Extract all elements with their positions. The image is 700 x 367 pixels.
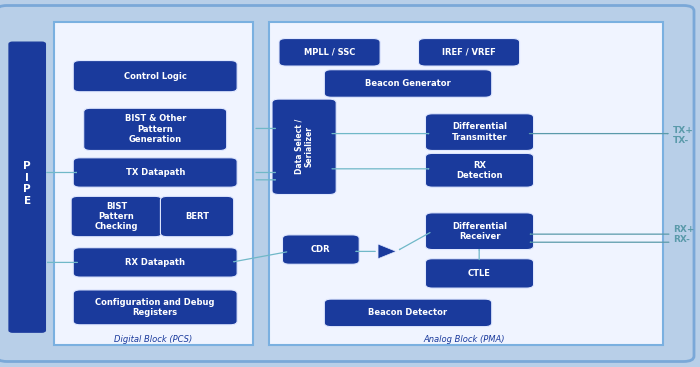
Text: TX Datapath: TX Datapath xyxy=(125,168,185,177)
Text: Differential
Receiver: Differential Receiver xyxy=(452,222,507,241)
Text: Digital Block (PCS): Digital Block (PCS) xyxy=(114,335,192,344)
Text: TX-: TX- xyxy=(673,136,690,145)
FancyBboxPatch shape xyxy=(324,299,491,327)
Text: RX Datapath: RX Datapath xyxy=(125,258,186,267)
Text: BIST & Other
Pattern
Generation: BIST & Other Pattern Generation xyxy=(125,115,186,144)
FancyBboxPatch shape xyxy=(426,153,533,187)
FancyBboxPatch shape xyxy=(74,290,237,325)
Text: Beacon Detector: Beacon Detector xyxy=(368,308,447,317)
Text: BERT: BERT xyxy=(185,212,209,221)
Text: Beacon Generator: Beacon Generator xyxy=(365,79,451,88)
Text: RX-: RX- xyxy=(673,235,690,244)
FancyBboxPatch shape xyxy=(426,114,533,150)
FancyBboxPatch shape xyxy=(269,22,663,345)
Text: RX+: RX+ xyxy=(673,225,694,234)
Text: CTLE: CTLE xyxy=(468,269,491,278)
FancyBboxPatch shape xyxy=(272,99,336,195)
Text: BIST
Pattern
Checking: BIST Pattern Checking xyxy=(94,201,138,232)
Text: IREF / VREF: IREF / VREF xyxy=(442,48,496,57)
FancyBboxPatch shape xyxy=(84,108,227,150)
Text: Differential
Transmitter: Differential Transmitter xyxy=(452,123,508,142)
FancyBboxPatch shape xyxy=(74,158,237,187)
FancyBboxPatch shape xyxy=(0,6,694,361)
Text: TX+: TX+ xyxy=(673,126,694,135)
Text: RX
Detection: RX Detection xyxy=(456,161,503,180)
FancyBboxPatch shape xyxy=(71,196,162,237)
FancyBboxPatch shape xyxy=(9,42,46,332)
FancyBboxPatch shape xyxy=(426,213,533,250)
FancyBboxPatch shape xyxy=(324,70,491,97)
Text: MPLL / SSC: MPLL / SSC xyxy=(304,48,356,57)
Text: Configuration and Debug
Registers: Configuration and Debug Registers xyxy=(95,298,215,317)
Text: Control Logic: Control Logic xyxy=(124,72,187,81)
FancyBboxPatch shape xyxy=(426,259,533,288)
FancyBboxPatch shape xyxy=(283,235,359,264)
FancyBboxPatch shape xyxy=(55,22,253,345)
Text: Analog Block (PMA): Analog Block (PMA) xyxy=(423,335,505,344)
Text: P
I
P
E: P I P E xyxy=(23,161,31,206)
Text: Data Select /
Serializer: Data Select / Serializer xyxy=(295,119,314,174)
FancyBboxPatch shape xyxy=(74,248,237,277)
Text: CDR: CDR xyxy=(311,245,330,254)
Polygon shape xyxy=(378,244,396,259)
FancyBboxPatch shape xyxy=(160,196,234,237)
FancyBboxPatch shape xyxy=(279,39,380,66)
FancyBboxPatch shape xyxy=(74,61,237,92)
FancyBboxPatch shape xyxy=(419,39,519,66)
